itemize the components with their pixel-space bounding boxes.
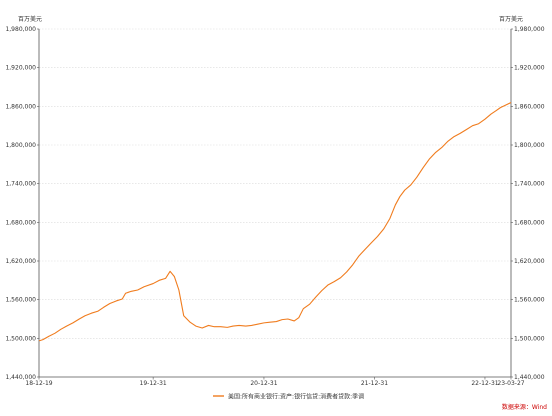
y-tick-label-right: 1,800,000	[514, 142, 545, 149]
y-tick-label-right: 1,680,000	[514, 219, 545, 226]
y-tick-label-left: 1,860,000	[5, 103, 36, 110]
legend: 美国:所有商业银行:资产:银行信贷:消费者贷款:季调	[213, 393, 364, 401]
y-tick-label-right: 1,920,000	[514, 65, 545, 72]
y-tick-label-left: 1,440,000	[5, 374, 36, 381]
series-layer	[38, 101, 512, 342]
legend-label: 美国:所有商业银行:资产:银行信贷:消费者贷款:季调	[228, 393, 364, 401]
y-unit-right: 百万美元	[499, 15, 523, 23]
y-tick-label-left: 1,680,000	[5, 219, 36, 226]
x-tick-label: 18-12-19	[25, 380, 52, 387]
y-tick-label-right: 1,440,000	[514, 374, 545, 381]
y-tick-label-left: 1,980,000	[5, 26, 36, 33]
x-tick-label: 21-12-31	[361, 380, 388, 387]
y-tick-label-right: 1,620,000	[514, 258, 545, 265]
y-tick-label-left: 1,620,000	[5, 258, 36, 265]
grid	[39, 28, 511, 339]
y-tick-label-left: 1,920,000	[5, 65, 36, 72]
y-unit-left: 百万美元	[18, 15, 42, 23]
y-tick-label-left: 1,740,000	[5, 181, 36, 188]
axes: 1,440,000 1,440,000 1,500,000 1,500,000 1,56…	[5, 26, 544, 387]
x-tick-label: 23-03-27	[497, 380, 524, 387]
y-tick-label-left: 1,500,000	[5, 335, 36, 342]
source-label: 数据来源：Wind	[502, 403, 547, 411]
y-tick-label-right: 1,740,000	[514, 181, 545, 188]
x-tick-label: 22-12-31	[471, 380, 498, 387]
y-tick-label-right: 1,980,000	[514, 26, 545, 33]
series-line	[38, 101, 512, 342]
y-tick-label-right: 1,500,000	[514, 335, 545, 342]
y-tick-label-right: 1,860,000	[514, 103, 545, 110]
y-tick-label-left: 1,560,000	[5, 297, 36, 304]
x-tick-label: 19-12-31	[140, 380, 167, 387]
x-tick-label: 20-12-31	[250, 380, 277, 387]
y-tick-label-left: 1,800,000	[5, 142, 36, 149]
y-tick-label-right: 1,560,000	[514, 297, 545, 304]
